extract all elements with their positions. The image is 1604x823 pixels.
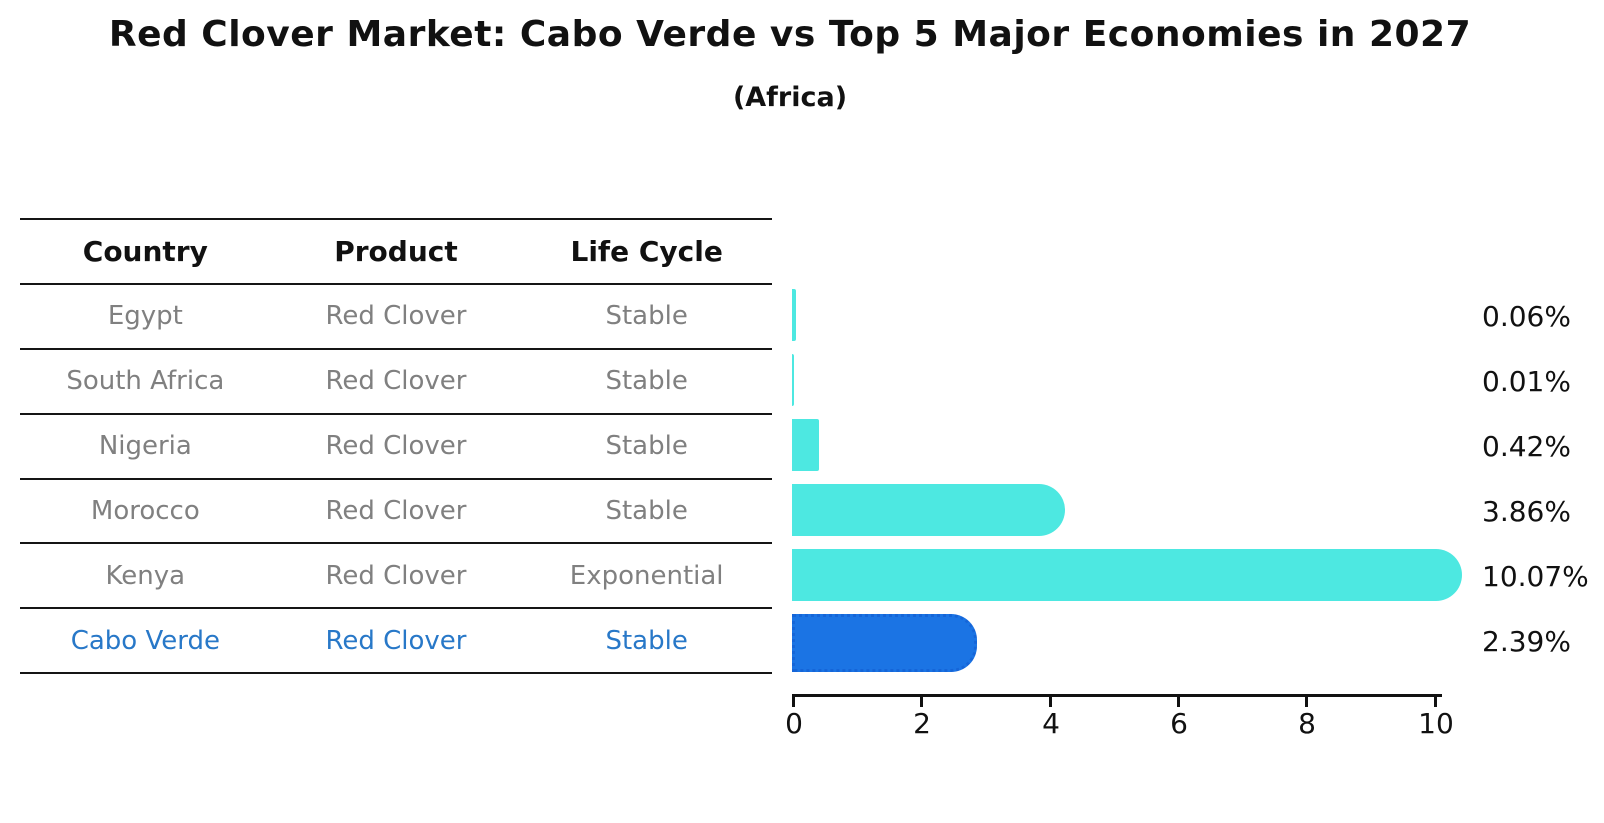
value-label-morocco: 3.86% (1482, 495, 1571, 528)
column-header-country: Country (82, 234, 208, 268)
x-axis-tick-label: 10 (1418, 707, 1454, 740)
cell-product: Red Clover (325, 431, 467, 462)
x-axis-tick-label: 8 (1298, 707, 1316, 740)
column-header-product: Product (334, 234, 458, 268)
x-axis-tick-label: 2 (913, 707, 931, 740)
page-subtitle: (Africa) (732, 82, 848, 113)
x-axis-line (792, 694, 1442, 697)
value-label-kenya: 10.07% (1482, 560, 1589, 593)
table-row-highlight-cabo-verde: Cabo Verde Red Clover Stable (20, 609, 772, 675)
x-axis-tick (1177, 697, 1180, 707)
cell-product: Red Clover (325, 301, 467, 332)
value-label-cabo-verde: 2.39% (1482, 625, 1571, 658)
x-axis-tick-label: 4 (1042, 707, 1060, 740)
x-axis-tick (1305, 697, 1308, 707)
cell-life-cycle: Stable (605, 496, 688, 526)
table-header-row: Country Product Life Cycle (20, 220, 772, 285)
x-axis-tick-label: 0 (785, 707, 803, 740)
table-row: Nigeria Red Clover Stable (20, 415, 772, 480)
cell-product: Red Clover (325, 560, 467, 591)
cell-life-cycle: Stable (605, 301, 688, 332)
cell-country: South Africa (66, 366, 225, 397)
page-title: Red Clover Market: Cabo Verde vs Top 5 M… (108, 14, 1472, 55)
cell-life-cycle: Stable (605, 366, 688, 397)
table-row: Egypt Red Clover Stable (20, 285, 772, 350)
x-axis-tick (920, 697, 923, 707)
x-axis-tick (1049, 697, 1052, 707)
cell-product: Red Clover (325, 366, 467, 397)
bar-nigeria (792, 419, 819, 471)
bar-cabo-verde-highlight (792, 614, 977, 672)
cell-life-cycle: Exponential (569, 560, 724, 591)
value-label-south-africa: 0.01% (1482, 365, 1571, 398)
bar-south-africa (792, 354, 794, 406)
cell-life-cycle: Stable (605, 625, 688, 656)
bar-kenya (792, 549, 1463, 601)
value-label-egypt: 0.06% (1482, 300, 1571, 333)
bar-egypt (792, 289, 796, 341)
cell-country: Egypt (107, 301, 183, 332)
cell-product: Red Clover (325, 625, 467, 656)
column-header-life-cycle: Life Cycle (570, 234, 723, 268)
cell-country: Nigeria (98, 431, 192, 462)
table-row: South Africa Red Clover Stable (20, 350, 772, 415)
x-axis-tick-label: 6 (1170, 707, 1188, 740)
bar-morocco (792, 484, 1066, 536)
cell-product: Red Clover (325, 496, 467, 526)
cell-life-cycle: Stable (605, 431, 688, 462)
country-table: Country Product Life Cycle Egypt Red Clo… (20, 218, 772, 675)
table-row: Morocco Red Clover Stable (20, 480, 772, 545)
x-axis-tick (792, 697, 795, 707)
x-axis-tick (1434, 697, 1437, 707)
cell-country: Morocco (90, 496, 200, 526)
value-label-nigeria: 0.42% (1482, 430, 1571, 463)
cell-country: Kenya (105, 560, 186, 591)
cell-country: Cabo Verde (70, 625, 220, 656)
table-row: Kenya Red Clover Exponential (20, 544, 772, 610)
